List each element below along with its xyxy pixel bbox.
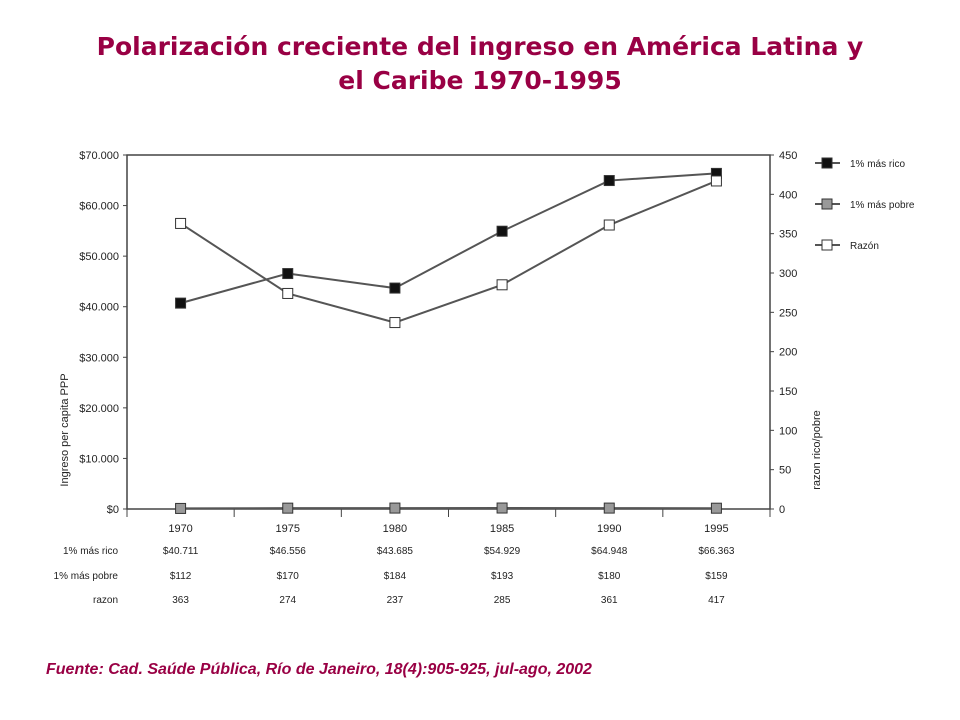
y2-tick-label: 400 — [779, 189, 797, 201]
table-cell: $40.711 — [163, 546, 199, 557]
legend-label: Razón — [850, 241, 879, 252]
table-cell: $66.363 — [698, 546, 735, 557]
table-cell: 285 — [494, 595, 511, 606]
series-markers — [175, 167, 722, 514]
table-cell: $159 — [705, 571, 728, 582]
data-point — [603, 502, 615, 514]
table-cell: 274 — [279, 595, 296, 606]
left-axis: $0 $10.000 $20.000 $30.000 $40.000 $50.000 $60… — [79, 150, 127, 516]
data-point — [496, 279, 508, 291]
data-point — [282, 502, 294, 514]
right-axis: 0 50 100 150 200 250 300 350 400 450 — [770, 150, 797, 516]
y2-tick-label: 450 — [779, 150, 797, 162]
table-row-label: 1% más pobre — [54, 571, 119, 582]
data-point — [389, 317, 401, 329]
y2-axis-label: razon rico/pobre — [811, 410, 823, 490]
table-cell: $180 — [598, 571, 621, 582]
data-point — [282, 287, 294, 299]
legend-marker — [821, 157, 833, 169]
series-line — [180, 172, 717, 305]
y2-tick-label: 200 — [779, 347, 797, 359]
series-lines — [180, 172, 717, 510]
x-tick-label: 1985 — [490, 523, 514, 535]
source-note: Fuente: Cad. Saúde Pública, Río de Janei… — [46, 661, 592, 678]
y2-tick-label: 100 — [779, 425, 797, 437]
data-point — [282, 268, 294, 280]
data-table: 1% más rico $40.711 $46.556 $43.685 $54.929 $… — [54, 546, 735, 606]
x-tick-label: 1990 — [597, 523, 621, 535]
y-tick-label: $10.000 — [79, 453, 119, 465]
data-point — [389, 502, 401, 514]
y-tick-label: $70.000 — [79, 150, 119, 162]
data-point — [175, 297, 187, 309]
y-tick-label: $20.000 — [79, 403, 119, 415]
table-row-label: 1% más rico — [63, 546, 118, 557]
y2-tick-label: 150 — [779, 386, 797, 398]
data-point — [389, 282, 401, 294]
data-point — [603, 175, 615, 187]
y2-tick-label: 0 — [779, 504, 785, 516]
table-cell: $112 — [170, 571, 192, 582]
y-tick-label: $0 — [107, 504, 119, 516]
y2-tick-label: 50 — [779, 465, 791, 477]
data-point — [710, 502, 722, 514]
y-axis-label: Ingreso per capita PPP — [59, 373, 71, 486]
y-tick-label: $60.000 — [79, 201, 119, 213]
data-point — [603, 219, 615, 231]
data-point — [496, 502, 508, 514]
table-cell: $64.948 — [591, 546, 628, 557]
x-tick-label: 1980 — [383, 523, 407, 535]
table-cell: $46.556 — [270, 546, 307, 557]
table-cell: 237 — [387, 595, 404, 606]
x-axis: 1970 1975 1980 1985 1990 1995 — [126, 509, 771, 535]
legend-marker — [821, 198, 833, 210]
legend-label: 1% más pobre — [850, 200, 915, 211]
data-point — [710, 175, 722, 187]
data-point — [496, 225, 508, 237]
y2-tick-label: 350 — [779, 229, 797, 241]
x-tick-label: 1995 — [704, 523, 728, 535]
table-cell: 417 — [708, 595, 725, 606]
y2-tick-label: 300 — [779, 268, 797, 280]
table-row-label: razon — [93, 595, 118, 606]
table-cell: $184 — [384, 571, 407, 582]
y2-tick-label: 250 — [779, 307, 797, 319]
y-tick-label: $50.000 — [79, 251, 119, 263]
x-tick-label: 1975 — [276, 523, 300, 535]
table-cell: 363 — [172, 595, 189, 606]
table-cell: $170 — [277, 571, 300, 582]
plot-area — [126, 154, 771, 510]
legend-label: 1% más rico — [850, 159, 905, 170]
chart-title: Polarización creciente del ingreso en Am… — [96, 32, 864, 95]
table-cell: $43.685 — [377, 546, 414, 557]
data-point — [175, 502, 187, 514]
table-cell: 361 — [601, 595, 618, 606]
data-point — [175, 217, 187, 229]
y-tick-label: $40.000 — [79, 302, 119, 314]
legend-marker — [821, 239, 833, 251]
table-cell: $54.929 — [484, 546, 521, 557]
y-tick-label: $30.000 — [79, 352, 119, 364]
table-cell: $193 — [491, 571, 514, 582]
x-tick-label: 1970 — [168, 523, 192, 535]
legend: 1% más rico 1% más pobre Razón — [815, 157, 915, 252]
series-line — [180, 180, 717, 324]
